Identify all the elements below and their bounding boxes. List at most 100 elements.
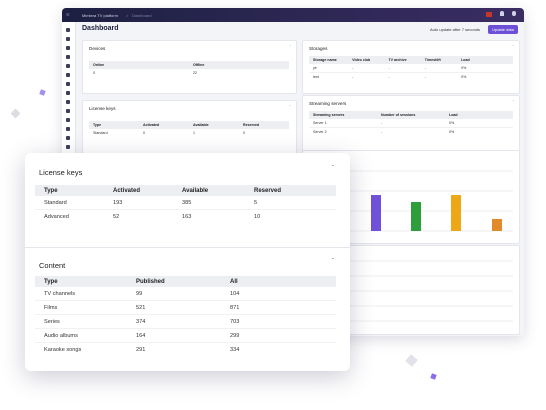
table-cell: 521 [127,301,221,315]
nav-icon[interactable] [66,64,70,68]
table-cell: - [420,64,458,73]
table-cell: - [348,64,385,73]
column-header: Load [457,56,513,64]
nav-icon[interactable] [66,82,70,86]
table-cell: 0% [445,119,513,128]
table-cell: test [313,75,319,79]
column-header: Activated [104,185,173,196]
table-cell: 299 [221,329,336,343]
table-cell: - [352,75,354,79]
bar [451,195,461,231]
license-keys-section: License keys ˇ Type Activated Available Reser… [25,153,350,245]
dashboard-window: ☰ Mimiera TV platform > Dashboard Dashbo… [62,8,524,336]
decor-square [430,373,437,380]
column-header: Timeshift [420,56,458,64]
user[interactable] [512,11,516,16]
section-title: License keys [89,106,116,111]
storages-panel: Storages ˇ Storage name Video club TV archiv… [302,40,520,94]
table-cell: 163 [182,213,192,220]
table: Online Offline 0 22 [89,61,289,77]
table-cell: Audio albums [35,329,127,343]
menu-icon[interactable]: ☰ [66,12,70,17]
table: Type Published All TV channels 99 104 Films 521… [35,276,336,356]
collapse-caret: ˇ [289,104,291,109]
table-cell: Series [35,315,127,329]
table: Type Activated Available Reserved Standard 19… [35,185,336,223]
table-cell: 22 [193,71,197,75]
decor-square [405,354,418,367]
column-header: Load [445,111,513,119]
update-button[interactable]: Update data [488,25,518,34]
table: Type Activated Available Reserved Standard 0 1… [89,121,289,137]
table-cell: - [388,75,390,79]
nav-icon[interactable] [66,91,70,95]
nav-icon[interactable] [66,28,70,32]
nav-icon[interactable] [66,46,70,50]
column-header: Reserved [245,185,336,196]
column-header: Type [35,185,104,196]
table: Storage name Video club TV archive Timeshif… [309,56,513,81]
nav-icon[interactable] [66,55,70,59]
table-cell: 10 [254,213,261,220]
table-cell: Films [35,301,127,315]
table-cell: Standard [93,131,108,135]
column-header: TV archive [384,56,421,64]
breadcrumb-sep: > [126,12,129,18]
table-cell: 0% [461,75,467,79]
column-header: Activated [139,121,189,129]
table-cell: 52 [113,213,120,220]
collapse-caret: ˇ [332,166,334,172]
license-keys-back-panel: License keys ˇ Type Activated Available Reser… [82,100,297,162]
bell[interactable] [500,11,504,16]
section-title: Storages [309,46,328,51]
table-cell: - [377,119,445,128]
bar-chart [333,170,513,232]
table-cell: - [424,75,426,79]
nav-icon[interactable] [66,145,70,149]
bar [411,202,421,231]
column-header: Type [89,121,139,129]
nav-icon[interactable] [66,127,70,131]
table-cell: 374 [127,315,221,329]
table-cell: 703 [221,315,336,329]
table-cell: Server 2 [313,130,327,134]
table-cell: 1 [193,131,195,135]
column-header: Published [127,276,221,287]
column-header: All [221,276,336,287]
collapse-caret: ˇ [512,44,514,49]
table-cell: 0 [243,131,245,135]
column-header: Video club [348,56,385,64]
page-title: Dashboard [82,25,119,32]
flag[interactable] [486,12,492,17]
nav-icon[interactable] [66,73,70,77]
table-cell: 334 [230,346,240,353]
table-cell: 104 [221,287,336,301]
table-cell: Karaoke songs [44,346,82,353]
nav-icon[interactable] [66,109,70,113]
nav-icon[interactable] [66,37,70,41]
table-cell: ye [309,64,349,73]
table-cell: 385 [173,196,245,210]
devices-panel: Devices ˇ Online Offline 0 22 [82,40,297,94]
table-cell: Server 1 [309,119,377,128]
table-cell: 193 [104,196,173,210]
bar [371,195,381,231]
column-header: Offline [189,61,289,69]
auto-update: Auto update after 7 seconds [430,27,481,32]
column-header: Online [89,61,189,69]
column-header: Type [35,276,127,287]
column-header: Number of sessions [377,111,445,119]
table: Streaming servers Number of sessions Load S… [309,111,513,136]
decor-square [10,108,21,119]
section-title: Streaming servers [309,101,347,106]
nav-icon[interactable] [66,100,70,104]
nav-icon[interactable] [66,136,70,140]
divider [25,247,350,248]
section-title: Content [39,261,66,270]
nav-icon[interactable] [66,118,70,122]
table-cell: 99 [127,287,221,301]
table-cell: Advanced [44,213,69,220]
breadcrumb: Dashboard [132,12,152,18]
section-title: Devices [89,46,106,51]
